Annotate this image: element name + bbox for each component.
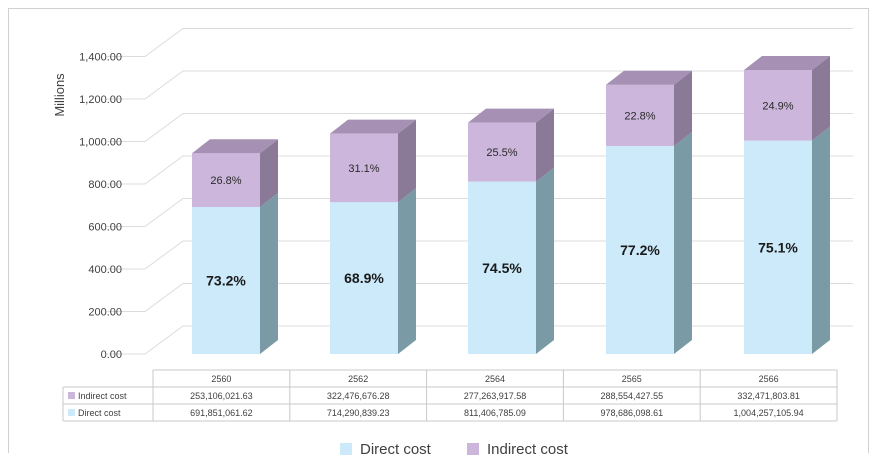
bar-group-2565: 77.2% 22.8% <box>606 70 692 354</box>
table-value: 332,471,803.81 <box>737 391 800 401</box>
bar-group-2566: 75.1% 24.9% <box>744 55 830 354</box>
bar-group-2562: 68.9% 31.1% <box>330 119 416 354</box>
table-category-label: 2565 <box>622 374 642 384</box>
table-legend-swatch <box>68 409 75 416</box>
direct-cost-bar-side <box>812 126 830 354</box>
indirect-cost-percent-label: 22.8% <box>624 110 655 122</box>
direct-cost-bar-side <box>260 192 278 354</box>
y-tick-label: 1,000.00 <box>79 137 122 149</box>
data-table: 2560 2562 2564 2565 2566 Indirect cost 253,106… <box>62 369 838 422</box>
table-value: 288,554,427.55 <box>601 391 664 401</box>
direct-cost-percent-label: 75.1% <box>758 239 798 255</box>
legend-swatch <box>467 443 479 455</box>
indirect-cost-bar-side <box>398 119 416 203</box>
table-value: 811,406,785.09 <box>464 408 526 418</box>
y-tick-label: 600.00 <box>88 222 122 234</box>
indirect-cost-percent-label: 31.1% <box>348 163 379 175</box>
indirect-cost-bar <box>606 84 674 147</box>
bar-group-2560: 73.2% 26.8% <box>192 139 278 354</box>
table-category-label: 2562 <box>348 374 368 384</box>
table-category-label: 2566 <box>759 374 779 384</box>
direct-cost-bar-side <box>398 188 416 354</box>
indirect-cost-percent-label: 26.8% <box>210 175 241 187</box>
indirect-cost-bar-top <box>192 139 278 154</box>
table-value: 1,004,257,105.94 <box>734 408 804 418</box>
table-series-name: Indirect cost <box>78 391 127 401</box>
y-tick-label: 800.00 <box>88 179 122 191</box>
table-value: 978,686,098.61 <box>601 408 664 418</box>
table-value: 714,290,839.23 <box>327 408 390 418</box>
gridlines <box>107 28 853 355</box>
indirect-cost-bar-top <box>744 55 830 70</box>
indirect-cost-bar-side <box>674 70 692 147</box>
gridline <box>107 70 853 100</box>
y-axis-label: Millions <box>52 73 67 117</box>
direct-cost-percent-label: 74.5% <box>482 260 522 276</box>
y-tick-label: 1,200.00 <box>79 94 122 106</box>
legend-label: Direct cost <box>360 441 432 458</box>
y-tick-label: 0.00 <box>101 349 122 361</box>
indirect-cost-bar <box>744 69 812 141</box>
indirect-cost-bar-top <box>330 119 416 134</box>
y-tick-label: 200.00 <box>88 307 122 319</box>
table-value: 277,263,917.58 <box>464 391 527 401</box>
y-tick-label: 1,400.00 <box>79 52 122 64</box>
y-tick-labels: 0.00 200.00 400.00 600.00 800.00 1,000.00 1,20… <box>79 52 122 362</box>
indirect-cost-bar <box>330 133 398 203</box>
table-value: 322,476,676.28 <box>327 391 390 401</box>
direct-cost-bar <box>606 146 674 354</box>
bars: 73.2% 26.8% 68.9% 31.1% 74.5% 25.5% 77.2% 22.8%… <box>192 55 830 354</box>
indirect-cost-bar-top <box>468 108 554 123</box>
legend-label: Indirect cost <box>487 441 569 458</box>
direct-cost-percent-label: 68.9% <box>344 270 384 286</box>
indirect-cost-percent-label: 24.9% <box>762 100 793 112</box>
direct-cost-bar <box>330 202 398 354</box>
table-category-label: 2564 <box>485 374 505 384</box>
table-series-name: Direct cost <box>78 408 121 418</box>
indirect-cost-bar-side <box>812 55 830 141</box>
table-legend-swatch <box>68 392 75 399</box>
gridline <box>107 28 853 57</box>
table-value: 691,851,061.62 <box>190 408 253 418</box>
indirect-cost-percent-label: 25.5% <box>486 147 517 159</box>
table-category-label: 2560 <box>211 374 231 384</box>
indirect-cost-bar-side <box>260 139 278 207</box>
bar-group-2564: 74.5% 25.5% <box>468 108 554 354</box>
indirect-cost-bar-top <box>606 70 692 85</box>
legend: Direct cost Indirect cost <box>340 441 569 458</box>
direct-cost-bar-side <box>536 167 554 354</box>
chart-frame <box>8 8 869 453</box>
indirect-cost-bar-side <box>536 108 554 182</box>
direct-cost-bar <box>192 206 260 354</box>
direct-cost-bar-side <box>674 132 692 354</box>
direct-cost-percent-label: 73.2% <box>206 272 246 288</box>
indirect-cost-bar <box>192 153 260 207</box>
indirect-cost-bar <box>468 122 536 182</box>
direct-cost-percent-label: 77.2% <box>620 242 660 258</box>
direct-cost-bar <box>468 181 536 354</box>
legend-swatch <box>340 443 352 455</box>
table-value: 253,106,021.63 <box>190 391 253 401</box>
direct-cost-bar <box>744 140 812 354</box>
y-tick-label: 400.00 <box>88 264 122 276</box>
